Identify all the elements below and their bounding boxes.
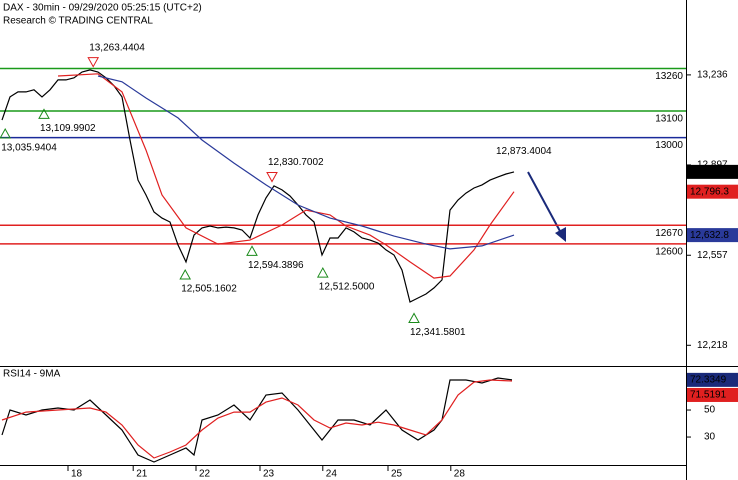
trend-arrow [527, 171, 566, 242]
annotation-label: 12,830.7002 [268, 157, 324, 168]
last-value-label: 72.3349 [690, 375, 727, 386]
y-tick-label: 50 [704, 405, 716, 416]
last-value-tag [687, 387, 738, 402]
annotation-label: 12,594.3896 [248, 260, 304, 271]
series-line [1, 379, 513, 459]
last-value-tag [687, 164, 738, 179]
series-line [1, 377, 513, 463]
level-label: 13000 [655, 140, 683, 151]
x-tick-label: 21 [136, 469, 148, 480]
x-tick-label: 24 [326, 469, 338, 480]
low-marker [246, 245, 258, 256]
indicator-title: RSI14 - 9MA [3, 369, 61, 380]
low-marker [179, 268, 192, 280]
annotation-label: 13,035.9404 [1, 143, 57, 154]
series-line [57, 73, 515, 279]
level-label: 13100 [655, 114, 683, 125]
annotation-label: 13,263.4404 [89, 42, 145, 53]
y-tick-label: 12,557 [697, 250, 728, 261]
annotation-label: 12,505.1602 [181, 284, 237, 295]
annotation-label: 12,512.5000 [319, 282, 375, 293]
x-tick-label: 23 [263, 469, 275, 480]
chart-subtitle: Research © TRADING CENTRAL [3, 16, 153, 27]
level-label: 12600 [655, 246, 683, 257]
x-tick-label: 25 [391, 469, 403, 480]
y-tick-label: 13,236 [697, 70, 728, 81]
low-marker [316, 267, 329, 278]
last-value-label: 12,632.8 [690, 230, 729, 241]
last-value-tag [687, 372, 738, 387]
x-tick-label: 28 [454, 469, 466, 480]
annotation-label: 12,873.4004 [496, 146, 552, 157]
level-label: 12670 [655, 228, 683, 239]
series-line [97, 75, 515, 250]
y-tick-label: 30 [704, 432, 716, 443]
last-value-tag [687, 184, 738, 199]
low-marker [408, 312, 420, 323]
level-label: 13260 [655, 71, 683, 82]
high-marker [266, 172, 278, 183]
high-marker [87, 57, 100, 68]
arrow-head [555, 227, 566, 242]
x-tick-label: 22 [199, 469, 211, 480]
last-value-label: 12,796.3 [690, 186, 729, 197]
annotation-label: 12,341.5801 [410, 327, 466, 338]
chart-title: DAX - 30min - 09/29/2020 05:25:15 (UTC+2… [3, 3, 202, 14]
low-marker [38, 108, 50, 119]
y-tick-label: 12,218 [697, 340, 728, 351]
arrow-shaft [527, 171, 562, 234]
x-tick-label: 18 [71, 469, 83, 480]
annotation-label: 13,109.9902 [40, 123, 96, 134]
series-line [1, 69, 515, 303]
last-value-tag [687, 228, 738, 243]
low-marker [0, 128, 12, 139]
last-value-label: 71.5191 [690, 390, 727, 401]
last-value-label: 12,870.9 [690, 167, 729, 178]
